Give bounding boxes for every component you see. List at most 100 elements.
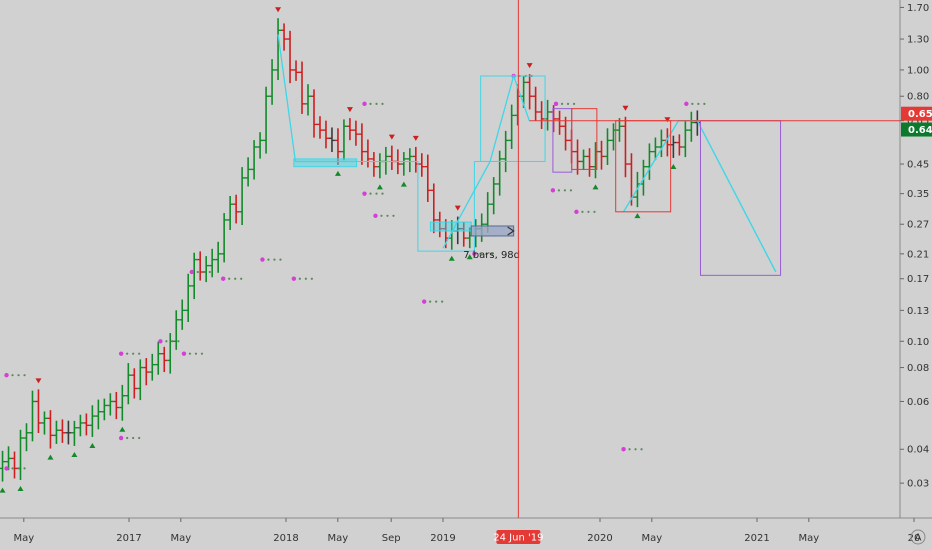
y-tick-label: 0.45 bbox=[907, 160, 929, 171]
pivot-dot-trail bbox=[634, 448, 637, 451]
pivot-dot-trail bbox=[200, 352, 204, 355]
fractal-down-marker bbox=[622, 105, 629, 111]
pivot-dot-trail bbox=[697, 102, 700, 105]
fractal-up-marker bbox=[334, 170, 341, 176]
pivot-dot-trail bbox=[441, 300, 444, 303]
pivot-dot-trail bbox=[369, 192, 372, 195]
measure-label: 7 bars, 98d bbox=[463, 250, 520, 261]
auto-scale-button[interactable] bbox=[910, 529, 926, 545]
pivot-dot-trail bbox=[228, 277, 231, 280]
pivot-dot-trail bbox=[196, 270, 199, 274]
y-tick-label: 0.13 bbox=[907, 306, 929, 317]
pivot-dot-trail bbox=[628, 448, 631, 451]
pivot-dot-trail bbox=[11, 374, 14, 377]
pivot-dot-trail bbox=[126, 436, 129, 440]
pattern-box-line bbox=[356, 160, 503, 252]
pivot-dot bbox=[550, 188, 556, 193]
fractal-up-marker bbox=[400, 181, 407, 187]
pivot-dot-trail bbox=[138, 436, 141, 440]
x-tick-label: May bbox=[13, 533, 34, 544]
pivot-dot-trail bbox=[640, 448, 643, 451]
price-label-bg bbox=[901, 122, 932, 137]
pivot-dot-trail bbox=[375, 192, 378, 195]
pivot-dot bbox=[260, 257, 265, 262]
pivot-dot-trail bbox=[234, 277, 237, 280]
x-tick-label: May bbox=[170, 533, 191, 544]
fractal-down-marker bbox=[388, 134, 395, 140]
pivot-dot-trail bbox=[17, 467, 20, 470]
pattern-line bbox=[277, 34, 357, 163]
fractal-up-marker bbox=[119, 426, 126, 432]
pivot-dot-trail bbox=[569, 189, 573, 192]
price-label-bg bbox=[901, 106, 932, 121]
pivot-dot-trail bbox=[566, 102, 570, 105]
x-tick-label: May bbox=[798, 533, 819, 544]
x-tick-label: 2017 bbox=[116, 533, 141, 544]
fractal-down-marker bbox=[35, 378, 42, 384]
fractal-up-marker bbox=[466, 254, 473, 260]
pivot-dot bbox=[684, 101, 689, 107]
y-tick-label: 0.65 bbox=[907, 116, 929, 127]
y-tick-label: 1.30 bbox=[907, 35, 929, 46]
pivot-dot bbox=[158, 339, 163, 344]
pivot-dot-trail bbox=[557, 189, 561, 192]
fractal-up-marker bbox=[670, 163, 677, 169]
x-tick-label: 2019 bbox=[430, 533, 455, 544]
pivot-dot-trail bbox=[375, 102, 378, 105]
pivot-dot bbox=[118, 435, 124, 441]
pivot-dot-trail bbox=[273, 258, 276, 261]
y-tick-label: 0.80 bbox=[907, 92, 929, 103]
pivot-dot-trail bbox=[479, 252, 482, 255]
pivot-dot-trail bbox=[593, 210, 596, 213]
y-tick-label: 0.35 bbox=[907, 189, 929, 200]
pivot-dot-trail bbox=[298, 277, 301, 280]
crosshair-date-label: 24 Jun '19 bbox=[493, 533, 543, 544]
pattern-rectangle bbox=[480, 75, 546, 162]
pivot-dot-trail bbox=[23, 374, 26, 377]
y-tick-label: 0.08 bbox=[907, 363, 929, 374]
pivot-dot-trail bbox=[17, 374, 20, 377]
x-tick-label: May bbox=[641, 533, 662, 544]
pivot-dot-trail bbox=[132, 352, 135, 355]
pivot-dot-trail bbox=[126, 352, 129, 355]
y-tick-label: 0.21 bbox=[907, 249, 929, 260]
price-label: 0.65 bbox=[908, 109, 932, 120]
fractal-up-marker bbox=[376, 184, 383, 190]
pivot-dot-trail bbox=[491, 252, 494, 255]
fractal-up-marker bbox=[592, 184, 599, 190]
y-tick-label: 1.70 bbox=[907, 3, 929, 14]
pivot-dot-trail bbox=[138, 352, 141, 355]
pivot-dot-trail bbox=[386, 214, 389, 217]
pivot-dot bbox=[362, 191, 367, 196]
x-tick-label: 20 bbox=[908, 533, 921, 544]
range-band bbox=[293, 158, 358, 168]
measure-arrow-icon bbox=[507, 226, 515, 236]
fractal-up-marker bbox=[17, 486, 24, 492]
crosshair-label-bg bbox=[496, 530, 541, 544]
fractal-up-marker bbox=[47, 454, 54, 460]
x-tick-label: 2021 bbox=[744, 533, 769, 544]
pivot-dot bbox=[553, 101, 559, 107]
x-tick-label: 2020 bbox=[587, 533, 612, 544]
red-box bbox=[571, 108, 598, 170]
pattern-line bbox=[442, 73, 530, 249]
fractal-down-marker bbox=[526, 63, 533, 69]
x-tick-label: May bbox=[327, 533, 348, 544]
pivot-dot-trail bbox=[267, 258, 270, 261]
y-tick-label: 0.10 bbox=[907, 337, 929, 348]
fractal-up-marker bbox=[89, 442, 96, 448]
pivot-dot-trail bbox=[369, 102, 372, 105]
pivot-dot-trail bbox=[392, 214, 395, 217]
fractal-down-marker bbox=[454, 205, 461, 211]
pivot-dot bbox=[181, 351, 187, 356]
measure-tool-box[interactable] bbox=[470, 225, 515, 237]
x-tick-label: 2018 bbox=[273, 533, 298, 544]
pivot-dot-trail bbox=[587, 210, 590, 213]
pivot-dot-trail bbox=[165, 340, 168, 343]
fractal-up-marker bbox=[71, 451, 78, 457]
fractal-up-marker bbox=[634, 213, 641, 219]
pivot-dot-trail bbox=[703, 102, 706, 105]
